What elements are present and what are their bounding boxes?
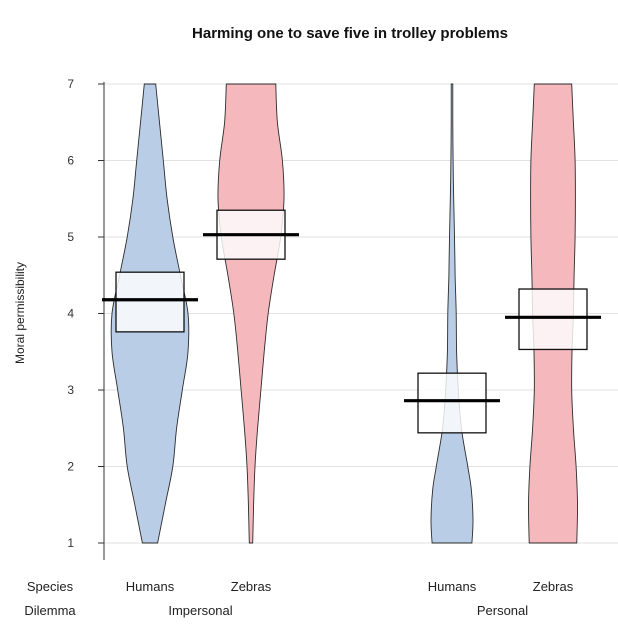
species-label-impersonal-humans: Humans — [126, 579, 175, 594]
ci-box-personal-zebras — [518, 288, 588, 351]
dilemma-label-personal: Personal — [477, 603, 528, 618]
y-tick-label-3: 3 — [67, 383, 74, 397]
y-tick-label-2: 2 — [67, 460, 74, 474]
species-label-personal-zebras: Zebras — [533, 579, 574, 594]
y-tick-label-1: 1 — [67, 536, 74, 550]
dilemma-label-impersonal: Impersonal — [168, 603, 232, 618]
plot-area: 1 2 3 4 5 6 7 Humans Zebras Humans Zebras Impersona… — [67, 77, 618, 618]
y-tick-label-7: 7 — [67, 77, 74, 91]
dilemma-row-label: Dilemma — [24, 603, 76, 618]
species-row-label: Species — [27, 579, 74, 594]
y-axis-label: Moral permissibility — [13, 262, 27, 364]
y-tick-label-4: 4 — [67, 307, 74, 321]
y-tick-label-5: 5 — [67, 230, 74, 244]
ci-box-impersonal-humans — [115, 271, 185, 333]
ci-box-personal-humans — [417, 372, 487, 434]
chart-title: Harming one to save five in trolley prob… — [192, 25, 508, 42]
species-label-impersonal-zebras: Zebras — [231, 579, 272, 594]
species-label-personal-humans: Humans — [428, 579, 477, 594]
violin-impersonal-zebras — [217, 83, 285, 544]
y-tick-label-6: 6 — [67, 154, 74, 168]
